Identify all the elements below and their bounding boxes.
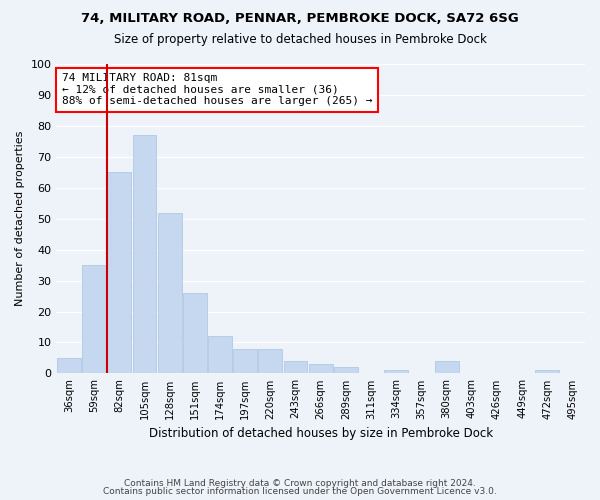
Bar xyxy=(434,361,458,374)
Bar xyxy=(259,348,283,374)
Text: 74 MILITARY ROAD: 81sqm
← 12% of detached houses are smaller (36)
88% of semi-de: 74 MILITARY ROAD: 81sqm ← 12% of detache… xyxy=(62,74,372,106)
Bar xyxy=(309,364,332,374)
Text: 74, MILITARY ROAD, PENNAR, PEMBROKE DOCK, SA72 6SG: 74, MILITARY ROAD, PENNAR, PEMBROKE DOCK… xyxy=(81,12,519,26)
Bar xyxy=(384,370,408,374)
Bar xyxy=(233,348,257,374)
Text: Contains HM Land Registry data © Crown copyright and database right 2024.: Contains HM Land Registry data © Crown c… xyxy=(124,478,476,488)
Bar xyxy=(158,212,182,374)
Bar xyxy=(284,361,307,374)
Bar xyxy=(535,370,559,374)
Y-axis label: Number of detached properties: Number of detached properties xyxy=(15,131,25,306)
Text: Size of property relative to detached houses in Pembroke Dock: Size of property relative to detached ho… xyxy=(113,32,487,46)
Bar xyxy=(107,172,131,374)
Text: Contains public sector information licensed under the Open Government Licence v3: Contains public sector information licen… xyxy=(103,487,497,496)
Bar xyxy=(334,367,358,374)
Bar xyxy=(208,336,232,374)
Bar xyxy=(183,293,207,374)
Bar xyxy=(57,358,81,374)
X-axis label: Distribution of detached houses by size in Pembroke Dock: Distribution of detached houses by size … xyxy=(149,427,493,440)
Bar xyxy=(82,265,106,374)
Bar xyxy=(133,135,157,374)
